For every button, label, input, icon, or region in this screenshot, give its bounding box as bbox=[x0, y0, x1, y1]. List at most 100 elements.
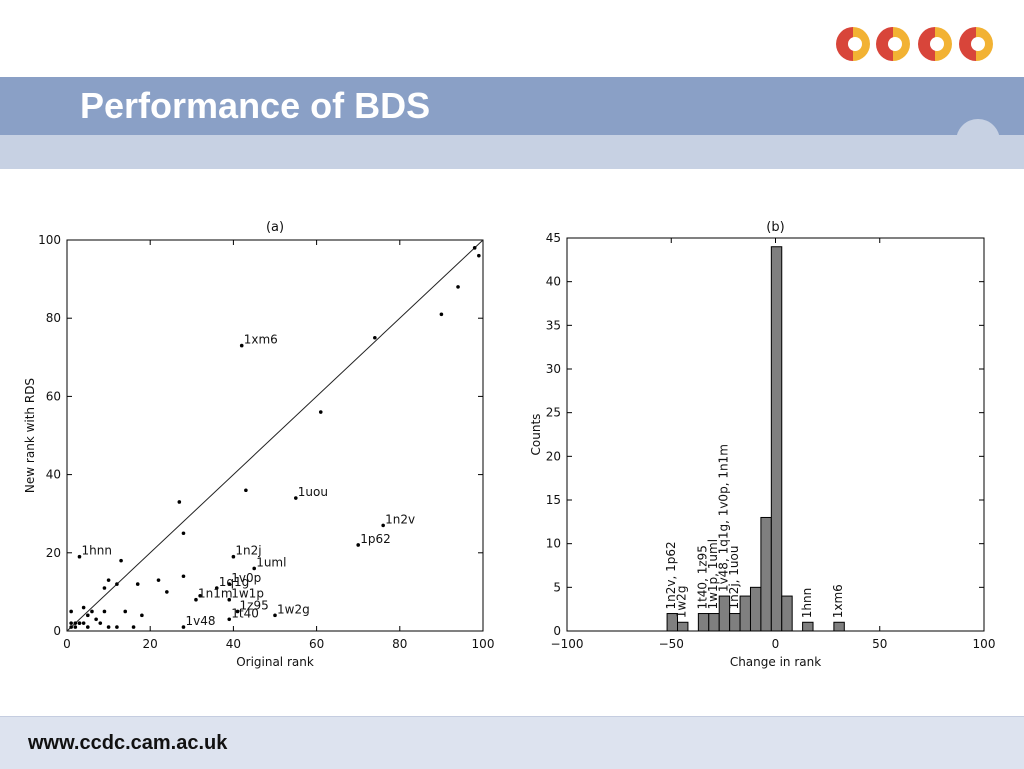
logo-hole bbox=[888, 37, 902, 51]
data-point bbox=[231, 554, 236, 559]
bar-annotation: 1n2v, 1p62 bbox=[664, 541, 678, 609]
data-point bbox=[181, 625, 186, 629]
data-point bbox=[119, 558, 123, 563]
point-label: 1t40 bbox=[231, 606, 259, 620]
x-tick-label-a: 60 bbox=[309, 637, 324, 651]
y-tick-label-b: 20 bbox=[546, 449, 561, 463]
data-point bbox=[106, 578, 111, 582]
histogram-bar bbox=[729, 613, 741, 632]
slide-title: Performance of BDS bbox=[80, 85, 431, 126]
data-point bbox=[235, 609, 240, 614]
data-point bbox=[90, 609, 94, 614]
footer-band bbox=[0, 716, 1024, 769]
bar-annotation: 1xm6 bbox=[831, 584, 845, 618]
diagonal-line bbox=[66, 239, 484, 632]
logo-half-left bbox=[836, 27, 853, 61]
y-tick-label-b: 10 bbox=[546, 537, 561, 551]
bar-annotation: 1v48, 1q1g, 1v0p, 1n1m bbox=[716, 444, 730, 592]
data-point bbox=[477, 253, 481, 258]
x-tick-label-a: 40 bbox=[226, 637, 241, 651]
point-label: 1n2j bbox=[235, 544, 261, 558]
data-point bbox=[69, 625, 73, 629]
data-point bbox=[77, 621, 82, 625]
data-point bbox=[115, 625, 119, 629]
point-label: 1uml bbox=[256, 555, 286, 569]
y-tick-label-a: 40 bbox=[46, 468, 61, 482]
histogram-bar bbox=[833, 621, 845, 632]
point-label: 1w2g bbox=[277, 602, 310, 616]
y-tick-label-b: 0 bbox=[553, 624, 561, 638]
histogram-chart-b: (b) Change in rank Counts −100 −50 0 50 100 0 5 10… bbox=[529, 220, 995, 669]
x-tick-label-b: −100 bbox=[551, 637, 584, 651]
point-label: 1hnn bbox=[81, 544, 111, 558]
data-point bbox=[102, 586, 107, 590]
data-point bbox=[69, 621, 73, 625]
logo-circle bbox=[918, 27, 952, 61]
logo-circle bbox=[876, 27, 910, 61]
histogram-bar bbox=[749, 586, 762, 632]
chart-a-ylabel: New rank with RDS bbox=[23, 378, 37, 493]
data-point bbox=[239, 343, 244, 348]
y-tick-label-a: 100 bbox=[38, 233, 61, 247]
data-point bbox=[98, 621, 103, 625]
data-point bbox=[115, 582, 119, 586]
data-point bbox=[472, 246, 477, 250]
point-label: 1n1m bbox=[198, 587, 233, 601]
histogram-bar bbox=[739, 595, 751, 632]
x-tick-label-b: 50 bbox=[872, 637, 887, 651]
data-point bbox=[86, 625, 90, 629]
bar-annotation: 1t40, 1z95 bbox=[696, 545, 710, 609]
data-point bbox=[381, 523, 385, 528]
y-tick-label-a: 80 bbox=[46, 311, 61, 325]
y-tick-label-a: 0 bbox=[53, 624, 61, 638]
histogram-bar bbox=[760, 516, 772, 632]
data-point bbox=[273, 613, 277, 618]
histogram-bar bbox=[770, 246, 783, 632]
x-tick-label-b: 100 bbox=[973, 637, 996, 651]
bar-annotation: 1n2j, 1uou bbox=[727, 546, 741, 610]
data-point bbox=[131, 625, 136, 629]
point-label: 1uou bbox=[298, 485, 328, 499]
data-point bbox=[318, 410, 323, 414]
data-point bbox=[73, 625, 78, 629]
histogram-bar bbox=[708, 613, 720, 632]
data-point bbox=[177, 500, 182, 504]
x-tick-label-b: 0 bbox=[772, 637, 780, 651]
data-point bbox=[181, 531, 186, 536]
y-tick-label-b: 15 bbox=[546, 493, 561, 507]
x-tick-label-a: 100 bbox=[472, 637, 495, 651]
y-tick-label-b: 30 bbox=[546, 362, 561, 376]
histogram-bar bbox=[697, 613, 710, 632]
data-point bbox=[123, 609, 128, 614]
subtitle-band bbox=[0, 135, 1024, 169]
logo-hole bbox=[930, 37, 944, 51]
logo-half-left bbox=[959, 27, 976, 61]
y-tick-label-b: 5 bbox=[553, 580, 561, 594]
point-label: 1v0p bbox=[231, 571, 261, 585]
data-point bbox=[73, 621, 78, 625]
logo-circle bbox=[959, 27, 993, 61]
data-point bbox=[106, 625, 111, 629]
footer-url: www.ccdc.cam.ac.uk bbox=[28, 732, 228, 754]
x-tick-label-b: −50 bbox=[659, 637, 684, 651]
data-point bbox=[244, 488, 248, 493]
x-tick-label-a: 20 bbox=[143, 637, 158, 651]
data-point bbox=[81, 605, 86, 610]
y-tick-label-a: 20 bbox=[46, 546, 61, 560]
data-point bbox=[373, 335, 377, 340]
data-point bbox=[456, 285, 460, 289]
y-tick-label-a: 60 bbox=[46, 389, 61, 403]
data-point bbox=[102, 609, 107, 614]
point-label: 1v48 bbox=[185, 614, 215, 628]
logo-hole bbox=[848, 37, 862, 51]
chart-a-xlabel: Original rank bbox=[236, 655, 314, 669]
figure: (a) Original rank New rank with RDS 0 20 40 60… bbox=[23, 220, 995, 669]
logo-half-left bbox=[876, 27, 893, 61]
data-point bbox=[140, 613, 144, 618]
ccdc-logo-icon bbox=[836, 27, 993, 61]
data-point bbox=[227, 617, 232, 622]
point-label: 1n2v bbox=[385, 512, 415, 526]
y-tick-label-b: 25 bbox=[546, 406, 561, 420]
data-point bbox=[135, 582, 140, 586]
x-tick-label-a: 80 bbox=[392, 637, 407, 651]
